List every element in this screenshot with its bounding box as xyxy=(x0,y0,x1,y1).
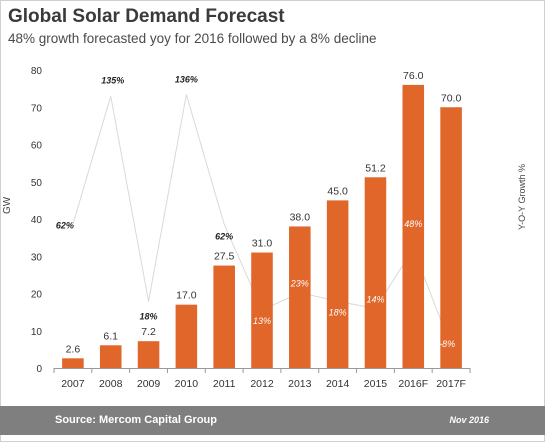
bar-value-label: 70.0 xyxy=(441,92,462,104)
bar-value-label: 7.2 xyxy=(141,326,156,338)
bar xyxy=(251,252,273,368)
growth-label: 136% xyxy=(175,75,198,85)
bar-value-label: 51.2 xyxy=(365,162,386,174)
bar-chart: 0 10 20 30 40 50 60 70 80 2.6 6.1 7.2 17.0 27.5 31.0 38… xyxy=(31,66,471,390)
bar xyxy=(99,345,122,368)
bar-value-label: 76.0 xyxy=(403,70,424,82)
bar-value-label: 45.0 xyxy=(327,185,348,197)
growth-label: 62% xyxy=(215,231,233,241)
date-text: Nov 2016 xyxy=(449,415,489,425)
bar-value-label: 38.0 xyxy=(290,211,311,223)
chart-subtitle: 48% growth forecasted yoy for 2016 follo… xyxy=(8,31,377,46)
x-tick-label: 2009 xyxy=(137,378,161,390)
bar xyxy=(402,84,425,369)
chart-title: Global Solar Demand Forecast xyxy=(8,6,285,27)
bar xyxy=(62,358,84,368)
x-tick-label: 2013 xyxy=(288,378,312,390)
bar-value-label: 31.0 xyxy=(252,238,273,250)
bar xyxy=(137,341,160,368)
x-tick-label: 2017F xyxy=(436,378,466,390)
bar xyxy=(289,226,311,368)
growth-label: -8% xyxy=(439,339,455,349)
bar-value-label: 6.1 xyxy=(103,330,118,342)
y-tick-label: 0 xyxy=(36,364,42,375)
y-tick-label: 60 xyxy=(31,141,43,152)
x-tick-label: 2010 xyxy=(175,378,199,390)
growth-label: 62% xyxy=(56,220,74,230)
bar xyxy=(364,177,387,368)
bar xyxy=(175,304,198,368)
y-tick-label: 40 xyxy=(31,215,43,226)
x-tick-label: 2015 xyxy=(364,378,388,390)
bar xyxy=(326,200,349,368)
growth-label: 48% xyxy=(404,219,422,229)
bar-value-label: 17.0 xyxy=(176,290,197,302)
y-tick-label: 50 xyxy=(31,178,43,189)
growth-label: 13% xyxy=(253,316,271,326)
bar-value-label: 2.6 xyxy=(66,343,81,355)
growth-label: 23% xyxy=(290,279,309,289)
x-tick-label: 2014 xyxy=(326,378,350,390)
growth-label: 14% xyxy=(366,294,384,304)
x-tick-label: 2012 xyxy=(250,378,274,390)
bar xyxy=(213,265,235,368)
source-text: Source: Mercom Capital Group xyxy=(55,414,217,426)
y-tick-label: 10 xyxy=(31,327,43,338)
bar xyxy=(440,107,462,368)
y-tick-label: 80 xyxy=(31,66,43,77)
y-tick-label: 20 xyxy=(31,290,43,301)
x-tick-label: 2016F xyxy=(398,378,428,390)
growth-label: 135% xyxy=(101,75,124,85)
growth-label: 18% xyxy=(329,307,347,317)
x-tick-label: 2008 xyxy=(99,378,123,390)
x-tick-label: 2011 xyxy=(213,378,236,390)
bar-value-label: 27.5 xyxy=(214,251,235,263)
footer-bar: Source: Mercom Capital Group Nov 2016 xyxy=(0,406,545,435)
y-tick-label: 30 xyxy=(31,252,43,263)
growth-label: 18% xyxy=(140,311,158,321)
x-tick-label: 2007 xyxy=(61,378,85,390)
y-tick-label: 70 xyxy=(31,103,43,114)
